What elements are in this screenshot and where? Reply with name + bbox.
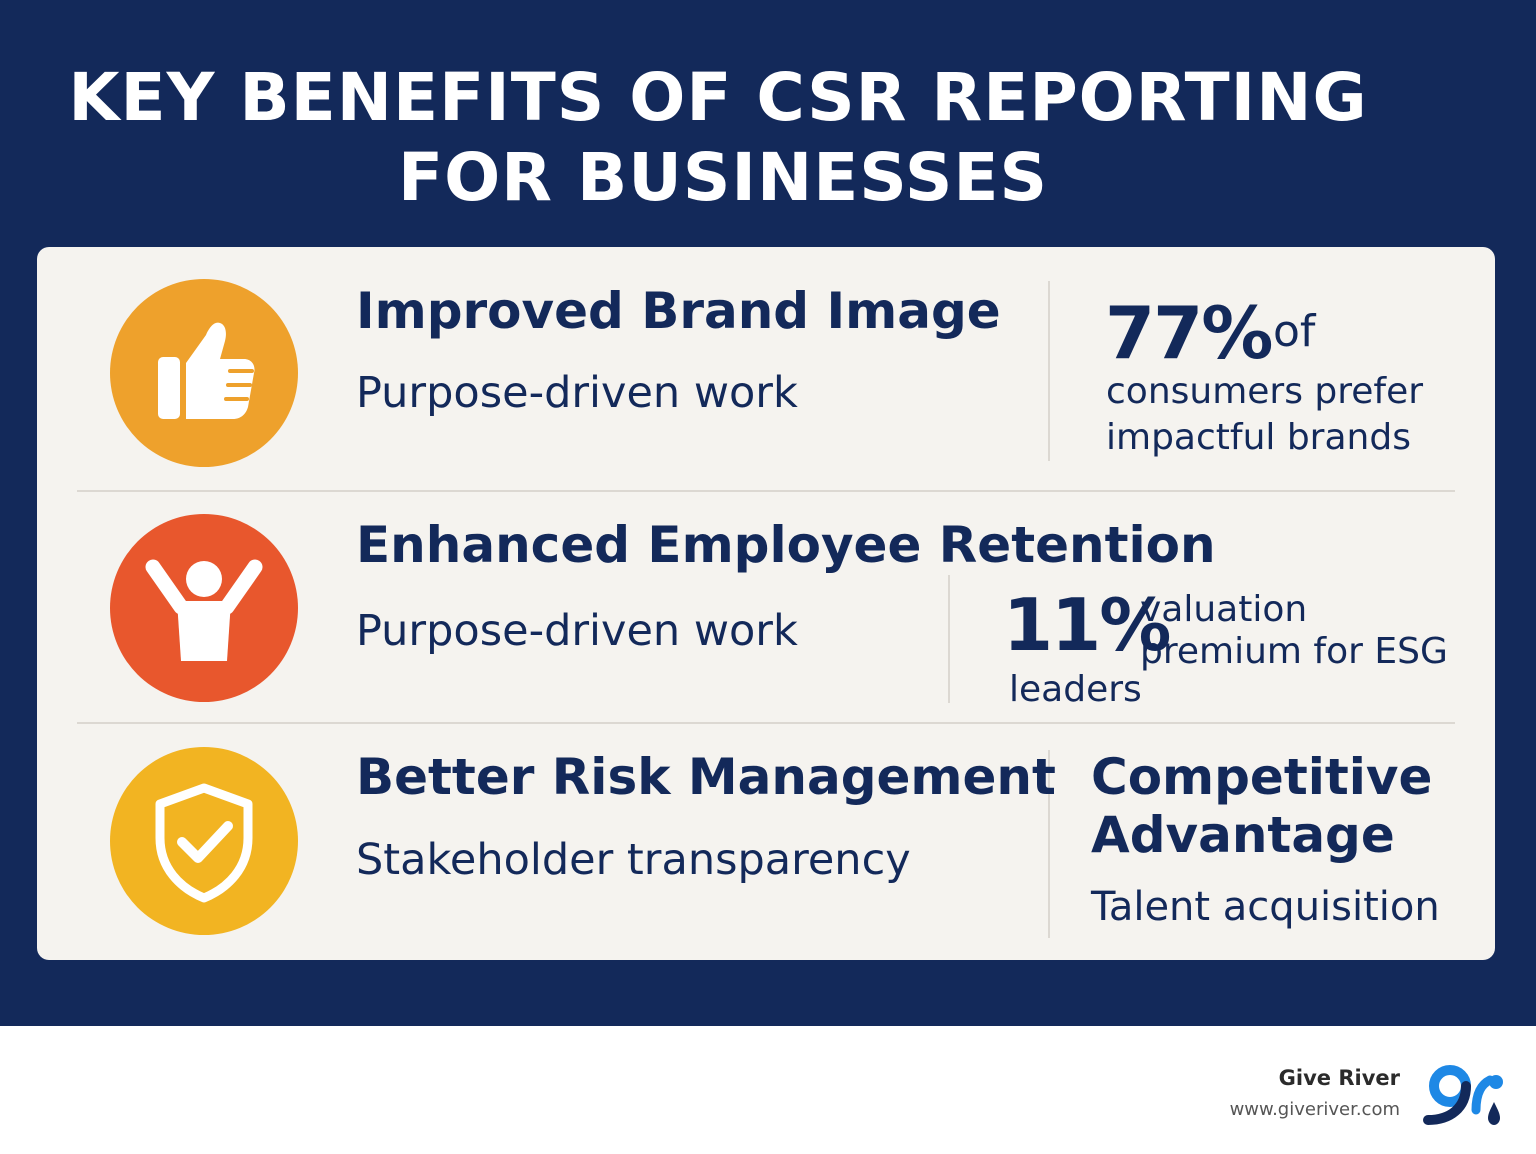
page-title: KEY BENEFITS OF CSR REPORTING FOR BUSINE… (0, 58, 1536, 218)
benefit-subtext: Purpose-driven work (356, 606, 798, 656)
stat-value: 77% (1105, 291, 1273, 375)
person-cheering-icon (110, 514, 298, 702)
benefit-heading: Enhanced Employee Retention (356, 516, 1216, 574)
stat-value: 11% (1003, 583, 1171, 667)
side-heading: Advantage (1091, 806, 1395, 864)
benefit-heading: Better Risk Management (356, 748, 1056, 806)
column-divider (1048, 750, 1050, 938)
stat-suffix: of (1273, 306, 1316, 357)
column-divider (948, 575, 950, 703)
title-line-2: FOR BUSINESSES (397, 139, 1049, 216)
benefit-subtext: Stakeholder transparency (356, 835, 911, 885)
side-subtext: Talent acquisition (1091, 884, 1440, 930)
stat-description: consumers prefer (1106, 371, 1424, 412)
shield-check-icon (110, 747, 298, 935)
brand-url: www.giveriver.com (1229, 1099, 1400, 1120)
stat-description: leaders (1009, 669, 1142, 710)
title-line-1: KEY BENEFITS OF CSR REPORTING (68, 59, 1368, 136)
benefit-subtext: Purpose-driven work (356, 368, 798, 418)
row-divider (77, 490, 1455, 492)
benefits-card: Improved Brand Image Purpose-driven work… (37, 247, 1495, 960)
stat-description: premium for ESG (1140, 631, 1448, 672)
benefit-heading: Improved Brand Image (356, 282, 1001, 340)
brand-name: Give River (1278, 1066, 1400, 1090)
thumbs-up-icon (110, 279, 298, 467)
stat-description: valuation (1140, 589, 1308, 630)
side-heading: Competitive (1091, 748, 1433, 806)
stat-description: impactful brands (1106, 417, 1411, 458)
column-divider (1048, 281, 1050, 461)
give-river-logo-icon (1420, 1058, 1510, 1132)
row-divider (77, 722, 1455, 724)
